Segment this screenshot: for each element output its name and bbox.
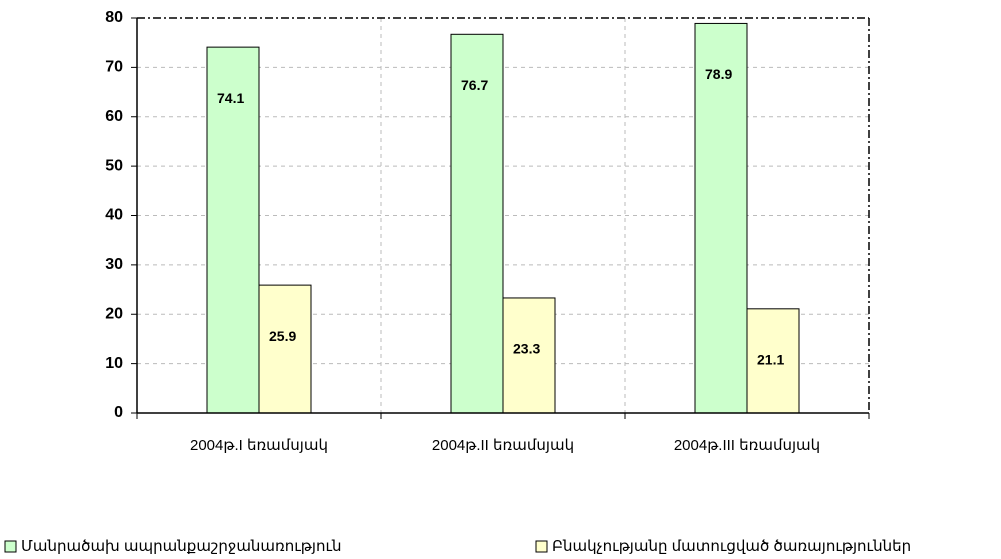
data-label: 23.3 bbox=[513, 341, 540, 357]
legend-swatch bbox=[535, 540, 548, 553]
y-tick-label: 70 bbox=[105, 59, 123, 76]
data-label: 78.9 bbox=[705, 66, 732, 82]
y-tick-label: 0 bbox=[114, 404, 123, 421]
data-label: 74.1 bbox=[217, 90, 244, 106]
x-tick-label: 2004թ.I եռամսյակ bbox=[190, 437, 328, 454]
y-tick-label: 10 bbox=[105, 355, 123, 372]
legend-swatch bbox=[4, 540, 17, 553]
data-label: 76.7 bbox=[461, 77, 488, 93]
y-tick-label: 30 bbox=[105, 256, 123, 273]
y-tick-label: 40 bbox=[105, 207, 123, 224]
y-tick-label: 20 bbox=[105, 305, 123, 322]
bar bbox=[206, 46, 260, 414]
legend-label: Մանրածախ ապրանքաշրջանառություն bbox=[21, 538, 341, 555]
bar bbox=[746, 308, 800, 414]
data-label: 21.1 bbox=[757, 352, 784, 368]
x-tick-label: 2004թ.II եռամսյակ bbox=[432, 437, 574, 454]
y-tick-label: 50 bbox=[105, 157, 123, 174]
data-label: 25.9 bbox=[269, 328, 296, 344]
y-tick-label: 60 bbox=[105, 108, 123, 125]
legend-label: Բնակչությանը մատուցված ծառայություններ bbox=[552, 538, 911, 555]
x-tick-label: 2004թ.III եռամսյակ bbox=[674, 437, 820, 454]
bar bbox=[694, 22, 748, 414]
y-tick-label: 80 bbox=[105, 9, 123, 26]
bar bbox=[258, 284, 312, 414]
